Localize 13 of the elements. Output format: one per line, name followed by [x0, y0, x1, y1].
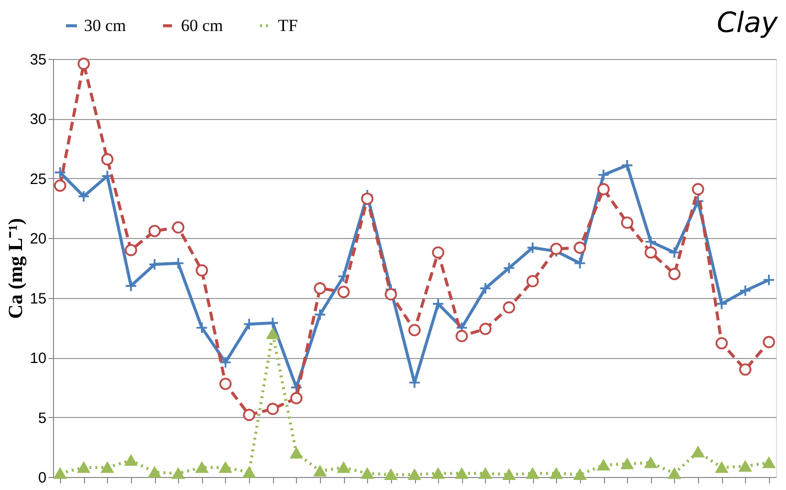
y-tick-label: 20: [30, 230, 46, 248]
y-tick-label: 0: [38, 470, 46, 486]
y-tick-label: 15: [30, 290, 46, 308]
legend-label: TF: [278, 16, 298, 35]
legend-label: 60 cm: [181, 16, 224, 35]
y-tick-label: 10: [30, 350, 46, 368]
chart-title: Clay: [716, 6, 778, 39]
y-tick-label: 5: [38, 410, 46, 427]
y-tick-label: 35: [30, 52, 46, 68]
y-tick-label: 25: [30, 170, 46, 188]
y-tick-label: 30: [30, 111, 46, 128]
y-axis-title: Ca (mg L⁻¹): [4, 218, 27, 319]
legend-label: 30 cm: [84, 16, 126, 35]
